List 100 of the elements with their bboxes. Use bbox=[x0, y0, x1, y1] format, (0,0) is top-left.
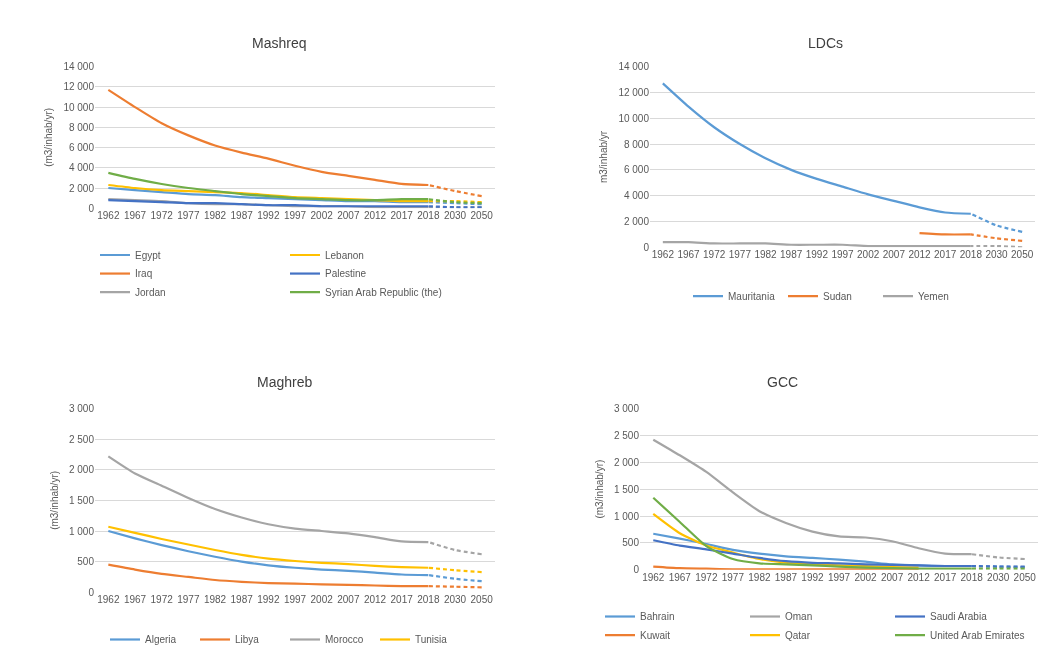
legend-label: Kuwait bbox=[640, 629, 671, 641]
x-tick-label: 1987 bbox=[230, 594, 254, 606]
legend-label: Lebanon bbox=[325, 249, 364, 261]
y-tick-label: 0 bbox=[643, 241, 650, 253]
x-tick-label: 2030 bbox=[985, 249, 1009, 261]
y-tick-label: 8 000 bbox=[68, 121, 95, 133]
legend-label: Palestine bbox=[325, 268, 367, 280]
x-tick-label: 2030 bbox=[987, 571, 1010, 583]
x-tick-label: 1967 bbox=[677, 249, 701, 261]
x-tick-label: 2002 bbox=[854, 571, 878, 583]
legend-label: Qatar bbox=[785, 629, 811, 641]
x-tick-label: 2018 bbox=[960, 571, 984, 583]
x-tick-label: 1987 bbox=[774, 571, 798, 583]
x-tick-label: 2018 bbox=[417, 210, 440, 222]
y-tick-label: 2 000 bbox=[623, 216, 650, 228]
x-tick-label: 1977 bbox=[721, 571, 745, 583]
y-tick-label: 1 000 bbox=[68, 525, 95, 537]
x-tick-label: 2030 bbox=[443, 594, 467, 606]
x-tick-label: 1982 bbox=[203, 210, 227, 222]
legend-label: Saudi Arabia bbox=[930, 611, 988, 623]
x-tick-label: 1972 bbox=[150, 594, 174, 606]
y-axis-title: (m3/inhab/yr) bbox=[593, 459, 605, 519]
y-axis-title: (m3/inhab/yr) bbox=[48, 470, 60, 530]
x-tick-label: 1987 bbox=[230, 210, 254, 222]
y-axis-title: m3/inhab/yr bbox=[598, 130, 610, 184]
x-tick-label: 1992 bbox=[801, 571, 825, 583]
y-tick-label: 6 000 bbox=[623, 164, 650, 176]
y-tick-label: 0 bbox=[88, 202, 95, 214]
x-tick-label: 1962 bbox=[97, 594, 120, 606]
x-tick-label: 1962 bbox=[651, 249, 675, 261]
legend-label: Iraq bbox=[135, 268, 153, 280]
legend-label: Mauritania bbox=[728, 290, 776, 302]
x-tick-label: 2007 bbox=[337, 594, 360, 606]
x-tick-label: 2050 bbox=[470, 594, 494, 606]
x-tick-label: 2018 bbox=[417, 594, 440, 606]
y-tick-label: 14 000 bbox=[63, 61, 95, 73]
x-tick-label: 1967 bbox=[123, 594, 147, 606]
x-tick-label: 1977 bbox=[728, 249, 752, 261]
y-tick-label: 500 bbox=[77, 556, 95, 568]
y-tick-label: 2 500 bbox=[613, 429, 640, 441]
legend-label: Bahrain bbox=[640, 611, 675, 623]
x-tick-label: 2050 bbox=[1013, 571, 1037, 583]
x-tick-label: 1962 bbox=[642, 571, 665, 583]
y-tick-label: 4 000 bbox=[68, 162, 95, 174]
x-tick-label: 1992 bbox=[257, 594, 280, 606]
x-tick-label: 1997 bbox=[831, 249, 855, 261]
x-tick-label: 2002 bbox=[857, 249, 880, 261]
x-tick-label: 1982 bbox=[748, 571, 771, 583]
y-tick-label: 500 bbox=[622, 537, 640, 549]
x-tick-label: 1997 bbox=[283, 210, 307, 222]
y-tick-label: 10 000 bbox=[618, 112, 650, 124]
x-tick-label: 1977 bbox=[177, 594, 200, 606]
x-tick-label: 2018 bbox=[959, 249, 983, 261]
y-tick-label: 2 000 bbox=[68, 464, 95, 476]
y-tick-label: 1 500 bbox=[68, 494, 95, 506]
x-tick-label: 1992 bbox=[805, 249, 829, 261]
y-tick-label: 0 bbox=[88, 586, 95, 598]
x-tick-label: 2007 bbox=[337, 210, 360, 222]
y-tick-label: 14 000 bbox=[618, 61, 650, 73]
x-tick-label: 2050 bbox=[1011, 249, 1034, 261]
y-tick-label: 2 000 bbox=[68, 182, 95, 194]
x-tick-label: 2012 bbox=[363, 210, 387, 222]
y-tick-label: 12 000 bbox=[63, 81, 95, 93]
x-tick-label: 2012 bbox=[907, 571, 931, 583]
x-tick-label: 2002 bbox=[310, 594, 334, 606]
y-tick-label: 2 500 bbox=[68, 433, 95, 445]
x-tick-label: 2017 bbox=[390, 594, 414, 606]
x-tick-label: 2007 bbox=[880, 571, 904, 583]
x-tick-label: 1997 bbox=[283, 594, 307, 606]
y-axis-title: (m3/inhab/yr) bbox=[43, 107, 55, 167]
chart-title: GCC bbox=[767, 374, 799, 390]
x-tick-label: 2030 bbox=[443, 210, 467, 222]
x-tick-label: 2017 bbox=[390, 210, 414, 222]
x-tick-label: 2017 bbox=[934, 249, 957, 261]
legend-label: Oman bbox=[785, 611, 813, 623]
x-tick-label: 2002 bbox=[310, 210, 334, 222]
y-tick-label: 2 000 bbox=[613, 456, 640, 468]
y-tick-label: 4 000 bbox=[623, 190, 650, 202]
x-tick-label: 1972 bbox=[695, 571, 718, 583]
legend-label: Morocco bbox=[325, 634, 364, 646]
y-tick-label: 1 500 bbox=[613, 483, 640, 495]
x-tick-label: 2012 bbox=[363, 594, 387, 606]
x-tick-label: 2012 bbox=[908, 249, 932, 261]
y-tick-label: 12 000 bbox=[618, 86, 650, 98]
legend-label: Yemen bbox=[918, 290, 949, 302]
x-tick-label: 1972 bbox=[703, 249, 726, 261]
x-tick-label: 1977 bbox=[177, 210, 200, 222]
x-tick-label: 1997 bbox=[827, 571, 851, 583]
x-tick-label: 1982 bbox=[754, 249, 778, 261]
y-tick-label: 6 000 bbox=[68, 142, 95, 154]
x-tick-label: 1972 bbox=[150, 210, 174, 222]
chart-title: Mashreq bbox=[252, 35, 307, 51]
legend-label: Libya bbox=[235, 634, 260, 646]
legend-label: Algeria bbox=[145, 634, 177, 646]
legend-label: United Arab Emirates bbox=[930, 629, 1025, 641]
legend-label: Sudan bbox=[823, 290, 852, 302]
y-tick-label: 10 000 bbox=[63, 101, 95, 113]
x-tick-label: 2007 bbox=[882, 249, 906, 261]
y-tick-label: 3 000 bbox=[613, 403, 640, 415]
y-tick-label: 8 000 bbox=[623, 138, 650, 150]
